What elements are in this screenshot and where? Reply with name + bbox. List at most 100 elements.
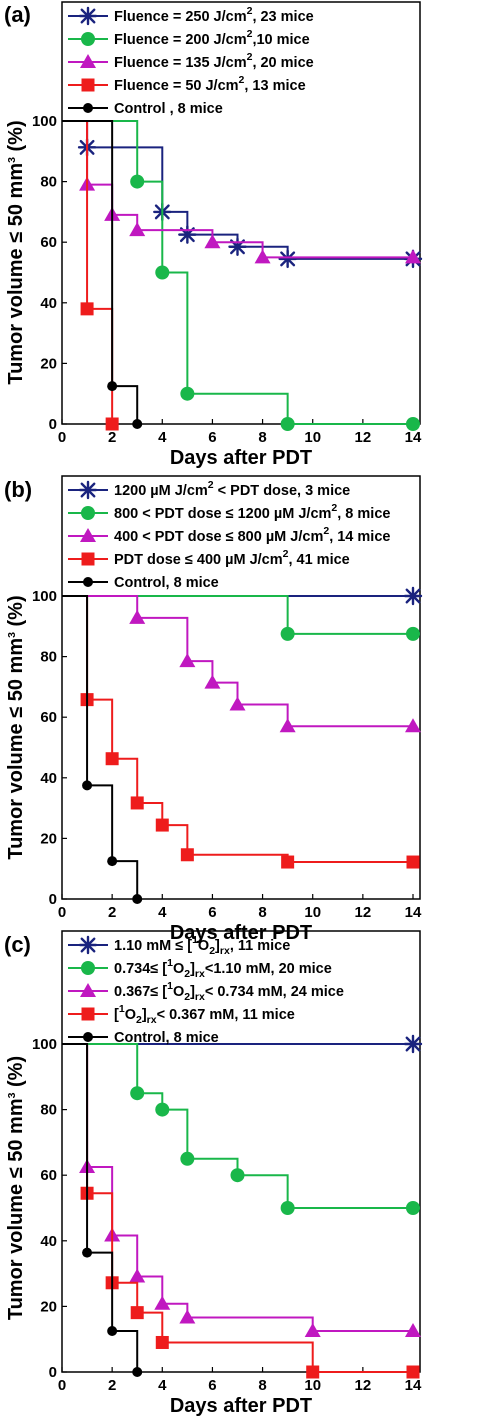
x-tick-label: 10 [304,1377,321,1394]
data-point [304,1323,321,1337]
y-tick-label: 0 [49,891,57,908]
data-point [403,586,423,606]
legend-label: PDT dose ≤ 400 µM J/cm2, 41 mice [114,548,350,568]
x-tick-label: 0 [58,904,66,921]
x-tick-label: 0 [58,1377,66,1394]
axes-frame [61,475,421,900]
x-tick-label: 4 [158,429,167,446]
legend-entry: Fluence = 200 J/cm2,10 mice [68,28,310,48]
legend-label: 400 < PDT dose ≤ 800 µM J/cm2, 14 mice [114,525,390,545]
data-point [82,1247,93,1258]
y-axis-title: Tumor volume ≤ 50 mm3 (%) [5,120,27,384]
legend-entry: 1.10 mM ≤ [1O2]rx, 11 mice [68,934,290,957]
axes-frame [61,930,421,1373]
data-point [406,855,420,869]
data-point [80,302,94,316]
x-tick-label: 12 [355,1377,372,1394]
panel-label: (b) [4,477,32,502]
series-line [62,595,413,635]
y-tick-label: 0 [49,1364,57,1381]
legend-marker [81,78,95,92]
y-tick-label: 60 [40,1167,57,1184]
y-axis-title: Tumor volume ≤ 50 mm3 (%) [5,1056,27,1320]
series-line [62,120,114,424]
series [62,1043,420,1215]
y-tick-label: 80 [40,1102,57,1119]
data-point [278,249,297,269]
data-point [179,653,196,668]
y-tick-label: 40 [40,295,57,312]
data-point [155,818,169,832]
x-tick-label: 12 [355,429,372,446]
legend-label: Fluence = 50 J/cm2, 13 mice [114,74,306,94]
series [62,1043,421,1337]
x-tick-label: 6 [208,1377,216,1394]
data-point [132,894,143,904]
series [62,595,421,733]
y-tick-label: 20 [40,355,57,372]
legend-label: 0.734≤ [1O2]rx<1.10 mM, 20 mice [114,957,332,980]
legend-marker [81,961,95,975]
legend-marker [80,983,96,997]
legend-label: 1200 µM J/cm2 < PDT dose, 3 mice [114,479,350,499]
legend-label: 800 < PDT dose ≤ 1200 µM J/cm2, 8 mice [114,502,390,522]
x-axis-title: Days after PDT [170,922,312,944]
legend-entry: [1O2]rx< 0.367 mM, 11 mice [68,1003,295,1026]
panel-label: (c) [4,932,31,957]
data-point [132,1367,143,1377]
x-tick-label: 2 [108,1377,116,1394]
series [62,1043,143,1377]
legend-label: Control, 8 mice [114,575,219,591]
data-point [306,1365,320,1379]
x-tick-label: 14 [405,429,422,446]
y-tick-label: 80 [40,174,57,191]
data-point [107,381,118,392]
x-tick-label: 0 [58,429,66,446]
legend-label: [1O2]rx< 0.367 mM, 11 mice [114,1003,295,1026]
legend-label: Control , 8 mice [114,101,223,117]
data-point [281,855,295,869]
x-tick-label: 12 [355,904,372,921]
data-point [279,718,296,733]
legend-marker [80,528,96,542]
y-tick-label: 80 [40,649,57,666]
data-point [130,174,145,189]
x-tick-label: 10 [304,429,321,446]
legend-marker [78,6,98,26]
data-point [405,1323,421,1337]
y-tick-label: 60 [40,709,57,726]
chart-panel: (c) 0 2 4 6 8 10 12 14 0 20 40 60 80 100 Days after PDT… [4,930,423,1417]
data-point [107,856,118,867]
data-point [280,1201,295,1215]
data-point [154,1295,171,1310]
x-axis-title: Days after PDT [170,1395,312,1417]
series-line [62,120,139,424]
y-axis-title: Tumor volume ≤ 50 mm3 (%) [5,595,27,859]
data-point [406,417,420,431]
series-line [62,595,413,864]
data-point [406,1201,420,1215]
legend-marker [81,552,95,566]
legend-marker [83,577,93,587]
series [62,595,420,869]
legend-entry: Control , 8 mice [68,101,223,117]
series [62,120,143,429]
series [62,120,423,269]
y-tick-label: 40 [40,1233,57,1250]
data-point [132,419,143,429]
data-point [130,1086,145,1101]
legend-marker [83,103,93,113]
legend-marker [81,32,95,46]
legend-label: Fluence = 250 J/cm2, 23 mice [114,5,314,25]
data-point [406,626,420,641]
chart-panel: (b) 0 2 4 6 8 10 12 14 0 20 40 60 80 100 Days after PDT… [4,475,423,944]
data-point [229,696,246,711]
legend-label: 0.367≤ [1O2]rx< 0.734 mM, 24 mice [114,980,344,1003]
series-line [62,595,139,899]
series [62,120,421,264]
y-tick-label: 20 [40,1298,57,1315]
data-point [107,1326,118,1336]
data-point [405,249,421,264]
legend-label: 1.10 mM ≤ [1O2]rx, 11 mice [114,934,290,957]
